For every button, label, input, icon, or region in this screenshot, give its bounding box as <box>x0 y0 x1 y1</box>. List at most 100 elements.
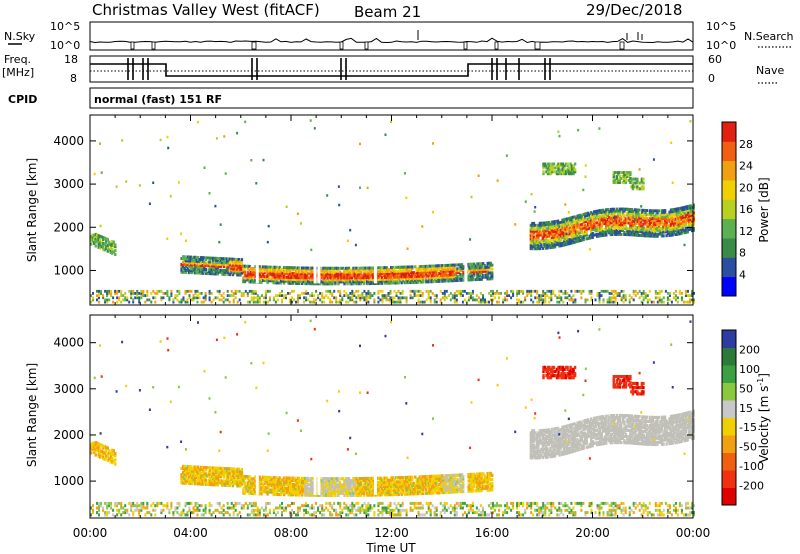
range-cell <box>445 277 449 281</box>
range-cell <box>506 298 509 302</box>
range-cell <box>615 217 618 221</box>
range-cell <box>417 267 420 271</box>
range-cell <box>322 491 325 495</box>
range-cell <box>683 221 686 225</box>
range-cell <box>203 476 206 480</box>
range-cell <box>492 294 494 297</box>
range-cell <box>432 274 435 278</box>
range-cell <box>225 263 229 267</box>
range-cell <box>414 265 417 269</box>
range-cell <box>361 485 364 489</box>
range-cell <box>532 235 536 239</box>
range-cell <box>546 170 550 174</box>
range-cell <box>681 214 685 217</box>
range-cell <box>572 172 575 176</box>
range-cell <box>337 289 340 293</box>
range-cell <box>629 223 632 227</box>
range-cell <box>186 289 189 293</box>
range-cell <box>216 266 219 270</box>
range-cell <box>240 262 244 265</box>
range-cell <box>576 289 579 293</box>
range-cell <box>543 231 546 235</box>
range-cell <box>617 219 620 223</box>
range-cell <box>672 229 676 233</box>
range-cell <box>454 273 458 277</box>
range-cell <box>352 481 355 485</box>
range-cell <box>213 481 216 485</box>
range-cell <box>275 482 278 486</box>
range-cell <box>639 187 642 191</box>
range-cell <box>293 487 296 491</box>
range-cell <box>298 476 301 480</box>
range-cell <box>349 272 352 276</box>
range-cell <box>477 270 480 274</box>
range-cell <box>370 483 373 487</box>
range-cell <box>631 185 635 189</box>
range-cell <box>486 271 489 275</box>
range-cell <box>94 244 97 248</box>
range-cell <box>685 289 687 293</box>
nsky-gap <box>494 41 499 50</box>
range-cell <box>656 292 659 295</box>
range-cell <box>689 298 691 302</box>
range-cell <box>194 255 197 259</box>
range-cell <box>488 277 491 281</box>
range-cell <box>231 263 235 267</box>
range-cell <box>618 178 621 182</box>
range-cell <box>638 233 641 237</box>
range-cell <box>546 240 549 244</box>
range-cell <box>185 269 188 272</box>
range-cell <box>421 225 424 228</box>
range-cell <box>548 172 551 176</box>
range-cell <box>568 298 571 302</box>
range-cell <box>343 485 346 489</box>
range-cell <box>489 277 492 281</box>
range-cell <box>323 489 327 493</box>
range-cell <box>98 292 100 295</box>
range-cell <box>651 223 655 226</box>
range-cell <box>371 483 375 487</box>
range-cell <box>289 268 292 272</box>
range-cell <box>611 225 614 229</box>
range-cell <box>456 263 459 267</box>
range-cell <box>376 274 379 278</box>
range-cell <box>427 272 431 276</box>
range-cell <box>680 228 683 231</box>
range-cell <box>379 279 382 283</box>
range-cell <box>289 493 292 497</box>
range-cell <box>97 245 100 249</box>
range-cell <box>540 231 543 235</box>
range-cell <box>491 263 494 267</box>
range-cell <box>347 481 351 485</box>
range-cell <box>566 296 569 300</box>
range-cell <box>284 266 287 270</box>
range-cell <box>337 493 340 497</box>
range-cell <box>225 261 229 265</box>
range-cell <box>550 244 554 247</box>
range-cell <box>301 487 304 491</box>
range-cell <box>308 272 311 276</box>
range-cell <box>290 276 293 279</box>
range-cell <box>691 223 694 227</box>
range-cell <box>672 223 676 227</box>
range-cell <box>427 292 430 295</box>
range-cell <box>209 472 212 476</box>
range-cell <box>284 488 287 493</box>
range-cell <box>417 271 420 274</box>
range-cell <box>261 484 265 488</box>
range-cell <box>275 492 278 496</box>
range-cell <box>557 172 560 176</box>
range-cell <box>231 259 235 263</box>
range-cell <box>252 289 255 293</box>
range-cell <box>611 217 614 221</box>
range-cell <box>621 229 624 232</box>
cbar-tick-label: 20 <box>739 181 753 194</box>
range-cell <box>674 219 677 223</box>
range-cell <box>291 296 293 300</box>
range-cell <box>675 215 679 219</box>
range-cell <box>450 265 453 269</box>
range-cell <box>412 273 415 277</box>
range-cell <box>675 213 679 217</box>
range-cell <box>91 239 94 243</box>
range-cell <box>329 274 333 278</box>
